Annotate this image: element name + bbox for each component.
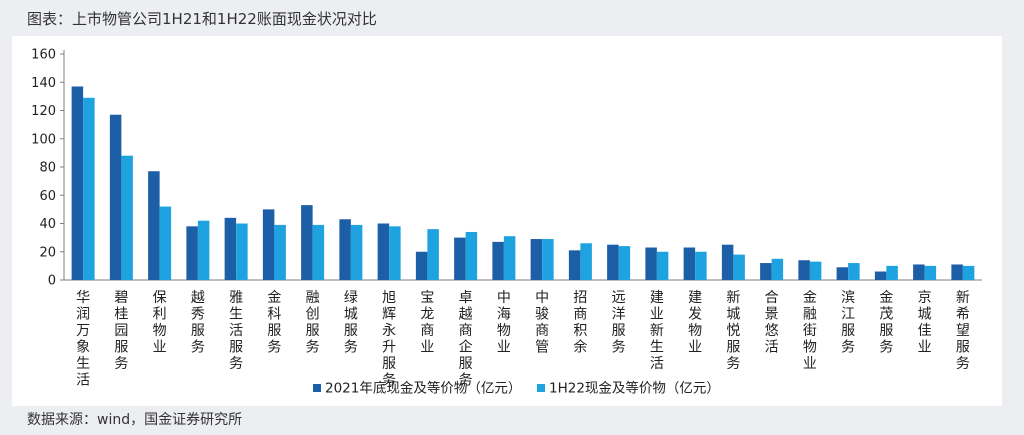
bar-2021-11 — [492, 241, 504, 280]
bar-1h22-14 — [618, 246, 631, 280]
x-tick-label: 京城佳业 — [918, 290, 932, 356]
x-tick-label: 新希望服务 — [956, 290, 970, 372]
bar-1h22-6 — [312, 224, 325, 280]
y-tick-label: 120 — [31, 104, 56, 119]
bar-2021-7 — [339, 219, 351, 280]
legend-swatch — [537, 384, 545, 392]
bar-1h22-7 — [350, 224, 363, 280]
bar-1h22-8 — [389, 226, 401, 280]
chart-panel: 0 20 40 60 80 100 120 140 160 华润万象生活 碧桂园服务 保利物业 越秀服务… — [12, 36, 1002, 406]
x-tick-label: 合景悠活 — [765, 290, 779, 356]
x-tick-label: 旭辉永升服务 — [382, 290, 396, 389]
bar-2021-18 — [760, 263, 772, 280]
bar-2021-3 — [186, 226, 198, 280]
source-note: 数据来源：wind，国金证券研究所 — [27, 412, 243, 428]
bar-1h22-3 — [197, 220, 210, 280]
bar-1h22-0 — [83, 97, 95, 280]
bar-1h22-15 — [656, 251, 669, 280]
x-tick-label: 建发物业 — [688, 290, 702, 356]
bar-2021-15 — [645, 247, 657, 280]
bar-2021-12 — [530, 239, 543, 280]
bar-2021-22 — [913, 264, 925, 280]
x-tick-label: 中骏商管 — [535, 290, 549, 356]
x-tick-label: 碧桂园服务 — [114, 290, 128, 372]
bar-2021-5 — [262, 209, 275, 280]
x-tick-label: 越秀服务 — [191, 290, 205, 356]
bar-1h22-18 — [771, 258, 784, 280]
y-tick-label: 0 — [48, 274, 56, 289]
bar-2021-14 — [607, 244, 619, 280]
x-tick-label: 新城悦服务 — [726, 290, 740, 372]
bar-1h22-5 — [274, 224, 286, 280]
y-tick-label: 80 — [39, 161, 56, 176]
bar-1h22-19 — [809, 261, 822, 280]
bar-1h22-21 — [886, 265, 898, 280]
y-tick-label: 40 — [39, 217, 56, 232]
bar-2021-23 — [951, 264, 963, 280]
bar-2021-19 — [798, 260, 810, 280]
bar-2021-1 — [109, 114, 122, 280]
bar-1h22-1 — [121, 155, 133, 280]
x-tick-label: 卓越商企服务 — [459, 290, 473, 389]
x-tick-label: 绿城服务 — [344, 290, 358, 356]
bar-2021-16 — [683, 247, 696, 280]
x-tick-label: 华润万象生活 — [76, 290, 90, 389]
bar-2021-17 — [721, 244, 734, 280]
bar-1h22-12 — [542, 239, 554, 280]
x-tick-label: 宝龙商业 — [420, 290, 434, 356]
x-tick-label: 雅生活服务 — [229, 290, 243, 372]
bar-1h22-11 — [503, 236, 516, 280]
bar-1h22-16 — [695, 251, 707, 280]
bar-2021-10 — [454, 237, 466, 280]
bar-2021-13 — [568, 250, 581, 280]
y-tick-label: 160 — [31, 48, 56, 63]
bar-2021-9 — [415, 251, 428, 280]
x-tick-label: 中海物业 — [497, 290, 511, 356]
x-tick-label: 保利物业 — [153, 290, 167, 356]
bar-chart: 0 20 40 60 80 100 120 140 160 华润万象生活 碧桂园服务 保利物业 越秀服务… — [31, 48, 982, 397]
bar-2021-4 — [224, 217, 237, 280]
y-tick-label: 60 — [39, 189, 56, 204]
bar-1h22-20 — [848, 263, 860, 280]
y-tick-label: 100 — [31, 132, 56, 147]
bar-1h22-2 — [159, 206, 172, 280]
bar-2021-21 — [874, 271, 887, 280]
bar-2021-6 — [301, 205, 313, 280]
figure-title: 图表：上市物管公司1H21和1H22账面现金状况对比 — [27, 10, 377, 28]
bar-2021-8 — [377, 223, 390, 280]
bar-2021-2 — [148, 171, 160, 280]
x-tick-label: 金融街物业 — [803, 290, 817, 372]
bar-1h22-23 — [962, 265, 975, 280]
bar-2021-20 — [836, 267, 849, 280]
bar-1h22-10 — [465, 231, 478, 280]
x-tick-label: 金茂服务 — [879, 290, 893, 356]
x-tick-label: 融创服务 — [306, 290, 320, 356]
legend-swatch — [313, 384, 321, 392]
x-tick-label: 远洋服务 — [612, 290, 626, 356]
bar-1h22-22 — [924, 265, 937, 280]
bar-1h22-17 — [733, 254, 745, 280]
bar-2021-0 — [71, 86, 84, 280]
x-tick-label: 金科服务 — [267, 290, 281, 356]
x-tick-label: 招商积余 — [573, 290, 587, 356]
bar-1h22-4 — [236, 223, 248, 280]
y-tick-label: 140 — [31, 76, 56, 91]
legend-label: 2021年底现金及等价物（亿元） — [325, 380, 521, 397]
x-tick-label: 滨江服务 — [841, 290, 855, 356]
x-tick-label: 建业新生活 — [650, 290, 664, 372]
y-tick-label: 20 — [39, 245, 56, 260]
bar-1h22-13 — [580, 243, 592, 280]
bar-1h22-9 — [427, 229, 439, 280]
legend-label: 1H22现金及等价物（亿元） — [549, 380, 720, 397]
